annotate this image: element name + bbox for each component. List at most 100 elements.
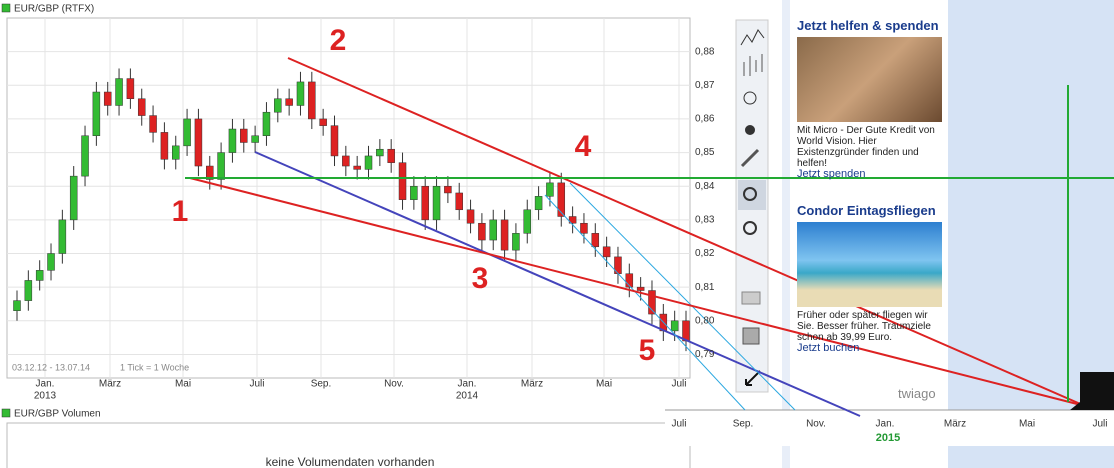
candle-body: [376, 148, 384, 157]
y-tick-label: 0,85: [695, 147, 715, 158]
toolbar: [735, 19, 769, 393]
candle-body: [432, 185, 441, 221]
x-tick-label: März: [521, 379, 543, 390]
ad-link[interactable]: Jetzt buchen: [797, 342, 860, 354]
candle-body: [466, 209, 475, 224]
ad-text: Mit Micro - Der Gute Kredit von World Vi…: [797, 125, 935, 169]
x-tick-label: Sep.: [733, 419, 754, 430]
plot-area: [6, 17, 691, 379]
annotation: 2: [330, 24, 347, 57]
x-tick-label: Jan.: [876, 419, 895, 430]
bar-tool[interactable]: [743, 54, 763, 76]
draw-tool[interactable]: [740, 148, 760, 168]
candle-body: [206, 165, 214, 180]
ad-text: Früher oder später fliegen wir Sie. Bess…: [797, 310, 931, 343]
candle-body: [92, 91, 101, 137]
candle-body: [171, 145, 180, 160]
y-tick-label: 0,86: [695, 114, 715, 125]
legend-swatch: [1, 408, 11, 418]
ad[interactable]: Jetzt helfen & spenden Mit Micro - Der G…: [797, 18, 945, 180]
candle-body: [251, 135, 259, 143]
candle-body: [319, 118, 327, 126]
y-tick-label: 0,88: [695, 46, 715, 57]
annotation: 3: [472, 262, 489, 295]
ad-image: [797, 37, 942, 122]
candle-body: [648, 290, 656, 315]
chart-title: EUR/GBP (RTFX): [14, 4, 94, 15]
year-label: 2014: [456, 391, 479, 402]
y-tick-label: 0,80: [695, 315, 715, 326]
candle-body: [228, 128, 237, 153]
x-tick-label: Mai: [175, 379, 191, 390]
candle-body: [636, 286, 645, 291]
annotation: 1: [172, 195, 189, 228]
candle-body: [330, 125, 339, 157]
x-tick-label: Juli: [1092, 419, 1107, 430]
candle-body: [580, 222, 588, 234]
candle-body: [183, 118, 191, 147]
expand-tool[interactable]: [745, 370, 761, 386]
candle-body: [103, 91, 112, 106]
ad-link[interactable]: Jetzt spenden: [797, 168, 866, 180]
candle-body: [625, 273, 634, 288]
candle-body: [455, 192, 463, 211]
candle-body: [387, 148, 395, 163]
candle-body: [410, 185, 418, 200]
candle-body: [58, 219, 67, 254]
annotation: 4: [575, 130, 592, 163]
ad-title[interactable]: Jetzt helfen & spenden: [797, 18, 939, 33]
volume-title: EUR/GBP Volumen: [14, 409, 101, 420]
candle-body: [568, 216, 577, 224]
zoom-out[interactable]: [743, 221, 757, 235]
x-tick-label: Juli: [671, 419, 686, 430]
channel-line: [569, 182, 796, 411]
drawings: [185, 57, 1114, 417]
candle-body: [69, 175, 78, 221]
trend-line: [254, 151, 861, 417]
year-label: 2013: [34, 391, 57, 402]
indicator-tool[interactable]: [743, 91, 757, 105]
candle-body: [194, 118, 203, 167]
x-tick-label: Sep.: [311, 379, 332, 390]
candle-body: [81, 135, 89, 177]
line-tool[interactable]: [740, 29, 765, 46]
settings-tool[interactable]: [745, 125, 755, 135]
candle-body: [149, 115, 157, 133]
candle-body: [240, 128, 248, 143]
y-tick-label: 0,84: [695, 181, 715, 192]
year-label: 2015: [876, 432, 900, 444]
tick-note: 1 Tick = 1 Woche: [120, 362, 189, 372]
candle-body: [217, 152, 225, 180]
ad[interactable]: Condor Eintagsfliegen Früher oder später…: [797, 203, 945, 354]
period: 03.12.12 - 13.07.14: [12, 362, 90, 372]
y-tick-label: 0,83: [695, 215, 715, 226]
candle-body: [24, 280, 33, 301]
candle-body: [489, 219, 497, 241]
x-tick-label: Mai: [1019, 419, 1035, 430]
candle-body: [342, 155, 350, 167]
x-tick-label: Jan.: [36, 379, 55, 390]
volume-area: [6, 422, 691, 468]
candle-body: [137, 98, 146, 116]
candle-body: [512, 233, 520, 251]
x-tick-label: Nov.: [384, 379, 404, 390]
ad-title[interactable]: Condor Eintagsfliegen: [797, 203, 936, 218]
candle-body: [602, 246, 611, 258]
save-tool[interactable]: [742, 327, 760, 345]
corner-marker: [1070, 372, 1114, 410]
candle-body: [478, 222, 486, 241]
ad-image: [797, 222, 942, 307]
zoom-in[interactable]: [743, 187, 757, 201]
annotation: 5: [639, 334, 656, 367]
candle-body: [13, 300, 21, 311]
candle-body: [274, 98, 282, 113]
print-tool[interactable]: [741, 291, 761, 305]
ad-brand: twiago: [898, 386, 936, 401]
y-tick-label: 0,81: [695, 282, 715, 293]
x-tick-label: Nov.: [806, 419, 826, 430]
tool-active[interactable]: [738, 180, 766, 210]
candle-body: [353, 165, 361, 170]
x-tick-label: Mai: [596, 379, 612, 390]
